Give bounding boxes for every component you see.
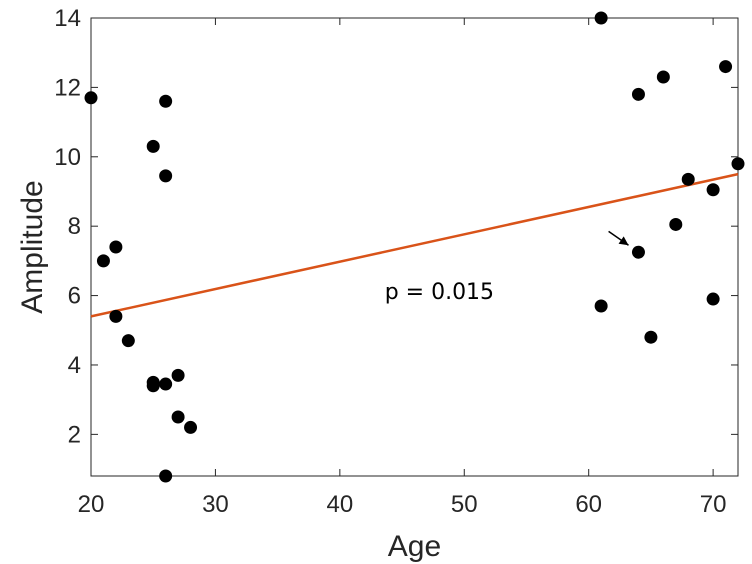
plot-box xyxy=(90,17,739,477)
x-tick-label: 30 xyxy=(202,491,229,518)
y-tick-label: 2 xyxy=(68,421,81,448)
data-point xyxy=(84,91,98,105)
data-point xyxy=(171,368,185,382)
regression-line xyxy=(90,172,739,318)
arrow-icon xyxy=(608,230,629,246)
x-tick-label: 50 xyxy=(451,491,478,518)
data-point xyxy=(159,94,173,108)
data-points xyxy=(84,11,745,483)
data-point xyxy=(669,217,683,231)
x-axis-title: Age xyxy=(388,530,441,563)
data-point xyxy=(159,469,173,483)
data-point xyxy=(171,410,185,424)
data-point xyxy=(146,379,160,393)
data-point xyxy=(184,420,198,434)
data-point xyxy=(109,240,123,254)
y-tick-label: 12 xyxy=(54,74,81,101)
data-point xyxy=(706,183,720,197)
data-point xyxy=(631,245,645,259)
data-point xyxy=(109,309,123,323)
data-point xyxy=(159,169,173,183)
fit-line-layer xyxy=(90,172,739,318)
data-point xyxy=(594,299,608,313)
x-tick-label: 40 xyxy=(326,491,353,518)
data-point xyxy=(731,157,745,171)
y-tick-label: 4 xyxy=(68,352,81,379)
data-point xyxy=(681,172,695,186)
y-tick-label: 10 xyxy=(54,144,81,171)
data-point xyxy=(159,377,173,391)
data-point xyxy=(146,139,160,153)
y-axis-title: Amplitude xyxy=(16,180,49,313)
annotations: p = 0.015 xyxy=(385,230,629,305)
y-axis-ticks: 2 4 6 8 10 12 14 xyxy=(54,5,738,448)
y-tick-label: 6 xyxy=(68,283,81,310)
y-tick-label: 14 xyxy=(54,5,81,32)
data-point xyxy=(631,87,645,101)
data-point xyxy=(706,292,720,306)
data-point xyxy=(121,334,135,348)
data-point xyxy=(644,330,658,344)
plot-frame xyxy=(90,17,739,477)
data-point xyxy=(719,60,733,74)
data-point xyxy=(656,70,670,84)
x-axis-ticks: 20 30 40 50 60 70 xyxy=(78,18,727,518)
data-point xyxy=(594,11,608,25)
p-value-annotation: p = 0.015 xyxy=(385,280,494,305)
x-tick-label: 70 xyxy=(700,491,727,518)
x-tick-label: 20 xyxy=(78,491,105,518)
y-tick-label: 8 xyxy=(68,213,81,240)
data-point xyxy=(96,254,110,268)
x-tick-label: 60 xyxy=(575,491,602,518)
